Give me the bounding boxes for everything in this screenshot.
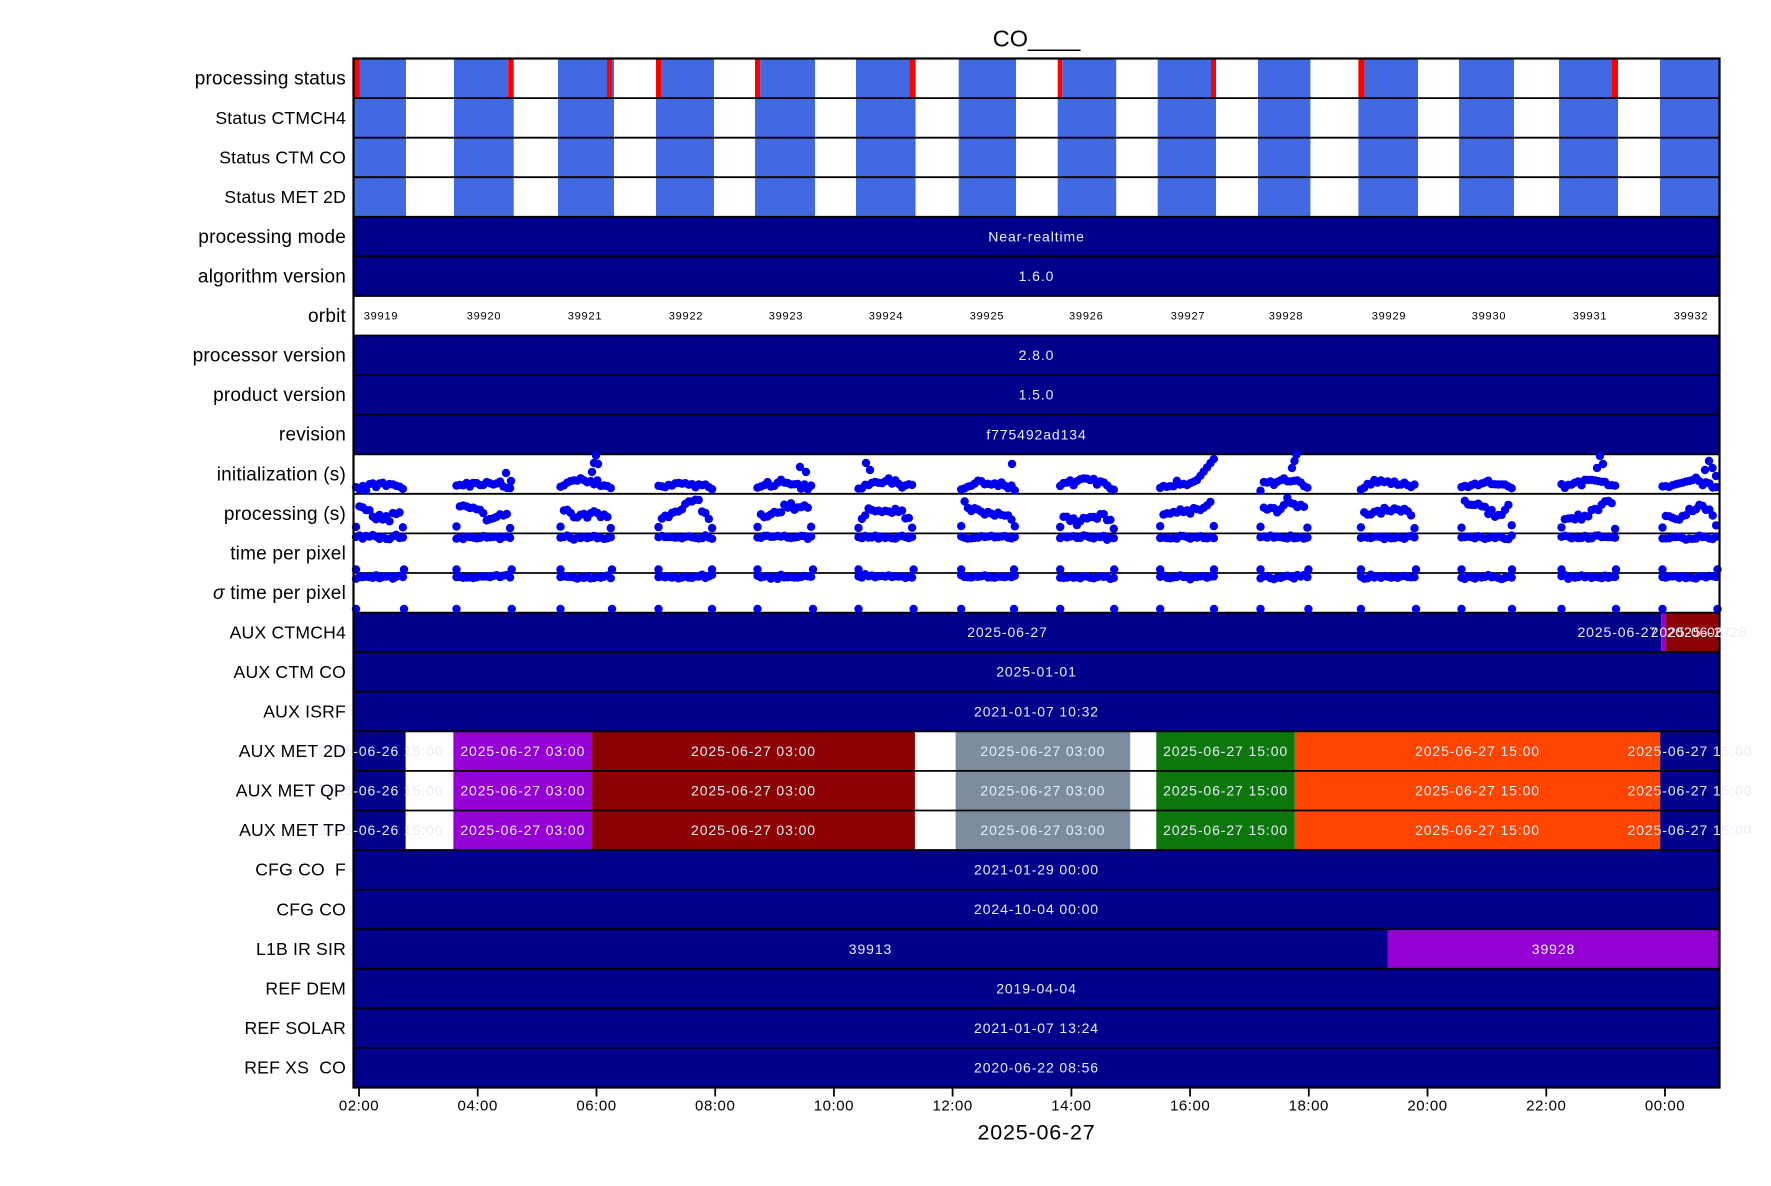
svg-text:CO____: CO____ xyxy=(993,26,1081,52)
svg-text:2025-06-27 15:00: 2025-06-27 15:00 xyxy=(1628,743,1753,759)
svg-text:Near-realtime: Near-realtime xyxy=(988,228,1085,244)
svg-text:processing mode: processing mode xyxy=(198,227,346,248)
svg-text:2.8.0: 2.8.0 xyxy=(1019,347,1055,363)
svg-text:2024-10-04 00:00: 2024-10-04 00:00 xyxy=(974,901,1099,917)
svg-text:product version: product version xyxy=(213,385,346,406)
svg-text:1.6.0: 1.6.0 xyxy=(1019,268,1055,284)
svg-text:2025-06-27: 2025-06-27 xyxy=(978,1121,1096,1145)
svg-text:2025-06-27 03:00: 2025-06-27 03:00 xyxy=(691,783,816,799)
svg-text:revision: revision xyxy=(279,425,346,446)
svg-text:2021-01-07 13:24: 2021-01-07 13:24 xyxy=(974,1020,1099,1036)
svg-text:2025-06-27 03:00: 2025-06-27 03:00 xyxy=(460,783,585,799)
svg-text:39931: 39931 xyxy=(1573,311,1608,323)
svg-text:39928: 39928 xyxy=(1532,941,1575,957)
svg-text:processing status: processing status xyxy=(195,69,346,90)
svg-text:REF SOLAR: REF SOLAR xyxy=(244,1018,346,1038)
svg-text:REF XS CO: REF XS CO xyxy=(244,1058,346,1078)
svg-text:2025-06-27 03:00: 2025-06-27 03:00 xyxy=(980,743,1105,759)
svg-text:Status CTM CO: Status CTM CO xyxy=(219,147,346,167)
svg-text:processing (s): processing (s) xyxy=(224,504,346,525)
svg-text:1.5.0: 1.5.0 xyxy=(1019,387,1055,403)
svg-text:2019-04-04: 2019-04-04 xyxy=(996,980,1077,996)
svg-text:AUX MET QP: AUX MET QP xyxy=(236,781,346,801)
svg-text:2025-06-27 15:00: 2025-06-27 15:00 xyxy=(1415,783,1540,799)
svg-text:2020-06-22 08:56: 2020-06-22 08:56 xyxy=(974,1060,1099,1076)
svg-text:12:00: 12:00 xyxy=(932,1098,972,1115)
svg-text:39922: 39922 xyxy=(669,311,704,323)
svg-text:39923: 39923 xyxy=(769,311,804,323)
svg-text:2025-06-27: 2025-06-27 xyxy=(1577,624,1658,640)
svg-text:08:00: 08:00 xyxy=(695,1098,735,1115)
svg-text:18:00: 18:00 xyxy=(1289,1098,1329,1115)
svg-text:2025-06-27 15:00: 2025-06-27 15:00 xyxy=(1163,822,1288,838)
svg-text:39921: 39921 xyxy=(568,311,603,323)
svg-text:f775492ad134: f775492ad134 xyxy=(986,426,1086,442)
svg-text:00:00: 00:00 xyxy=(1645,1098,1685,1115)
svg-text:2025-06-27 03:00: 2025-06-27 03:00 xyxy=(691,743,816,759)
svg-text:10:00: 10:00 xyxy=(814,1098,854,1115)
svg-text:2025-06-27 15:00: 2025-06-27 15:00 xyxy=(1628,822,1753,838)
svg-text:2025-06-27 03:00: 2025-06-27 03:00 xyxy=(691,822,816,838)
svg-text:initialization (s): initialization (s) xyxy=(217,464,346,485)
svg-text:39928: 39928 xyxy=(1269,311,1304,323)
svg-text:22:00: 22:00 xyxy=(1526,1098,1566,1115)
svg-text:2025-06-27 15:00: 2025-06-27 15:00 xyxy=(1415,822,1540,838)
svg-text:39930: 39930 xyxy=(1472,311,1507,323)
svg-text:Status MET 2D: Status MET 2D xyxy=(224,187,346,207)
svg-text:2025-06-26 15:00: 2025-06-26 15:00 xyxy=(319,743,444,759)
svg-text:REF DEM: REF DEM xyxy=(265,979,346,999)
svg-text:2025-06-27 15:00: 2025-06-27 15:00 xyxy=(1163,743,1288,759)
svg-text:2025-06-27: 2025-06-27 xyxy=(1651,624,1732,640)
svg-text:AUX ISRF: AUX ISRF xyxy=(263,701,346,721)
svg-text:Status CTMCH4: Status CTMCH4 xyxy=(215,108,346,128)
svg-text:2021-01-07 10:32: 2021-01-07 10:32 xyxy=(974,703,1099,719)
svg-text:39926: 39926 xyxy=(1069,311,1104,323)
svg-text:20:00: 20:00 xyxy=(1407,1098,1447,1115)
svg-text:39925: 39925 xyxy=(970,311,1005,323)
svg-text:2025-01-01: 2025-01-01 xyxy=(996,664,1077,680)
svg-text:16:00: 16:00 xyxy=(1170,1098,1210,1115)
svg-text:39927: 39927 xyxy=(1171,311,1206,323)
svg-text:2025-06-27 03:00: 2025-06-27 03:00 xyxy=(460,743,585,759)
svg-text:AUX MET 2D: AUX MET 2D xyxy=(239,741,346,761)
svg-text:algorithm version: algorithm version xyxy=(198,266,346,287)
svg-text:time per pixel: time per pixel xyxy=(230,543,346,564)
svg-text:CFG CO F: CFG CO F xyxy=(255,860,346,880)
svg-text:39920: 39920 xyxy=(467,311,502,323)
svg-text:AUX CTMCH4: AUX CTMCH4 xyxy=(230,622,346,642)
svg-text:14:00: 14:00 xyxy=(1051,1098,1091,1115)
svg-text:AUX CTM CO: AUX CTM CO xyxy=(234,662,346,682)
svg-text:39932: 39932 xyxy=(1674,311,1709,323)
svg-text:04:00: 04:00 xyxy=(458,1098,498,1115)
svg-text:processor version: processor version xyxy=(193,346,346,367)
svg-text:06:00: 06:00 xyxy=(576,1098,616,1115)
svg-text:2025-06-27 15:00: 2025-06-27 15:00 xyxy=(1163,783,1288,799)
svg-text:2025-06-28: 2025-06-28 xyxy=(1667,624,1748,640)
svg-text:2025-06-27 03:00: 2025-06-27 03:00 xyxy=(460,822,585,838)
svg-text:39913: 39913 xyxy=(849,941,892,957)
svg-text:2025-06-27: 2025-06-27 xyxy=(967,624,1048,640)
svg-text:L1B IR SIR: L1B IR SIR xyxy=(256,939,346,959)
svg-text:2025-06-27 03:00: 2025-06-27 03:00 xyxy=(980,783,1105,799)
svg-text:σ time per pixel: σ time per pixel xyxy=(213,583,346,604)
svg-text:39924: 39924 xyxy=(869,311,904,323)
svg-text:2025-06-27 15:00: 2025-06-27 15:00 xyxy=(1628,783,1753,799)
svg-text:orbit: orbit xyxy=(308,306,346,327)
svg-text:CFG CO: CFG CO xyxy=(276,899,346,919)
svg-text:02:00: 02:00 xyxy=(339,1098,379,1115)
svg-text:2025-06-27 03:00: 2025-06-27 03:00 xyxy=(980,822,1105,838)
svg-text:39919: 39919 xyxy=(364,311,399,323)
svg-text:2021-01-29 00:00: 2021-01-29 00:00 xyxy=(974,862,1099,878)
svg-text:39929: 39929 xyxy=(1372,311,1407,323)
svg-text:2025-06-26 15:00: 2025-06-26 15:00 xyxy=(319,822,444,838)
svg-text:2025-06-27 15:00: 2025-06-27 15:00 xyxy=(1415,743,1540,759)
svg-text:AUX MET TP: AUX MET TP xyxy=(239,820,346,840)
svg-text:2025-06-26 15:00: 2025-06-26 15:00 xyxy=(319,783,444,799)
